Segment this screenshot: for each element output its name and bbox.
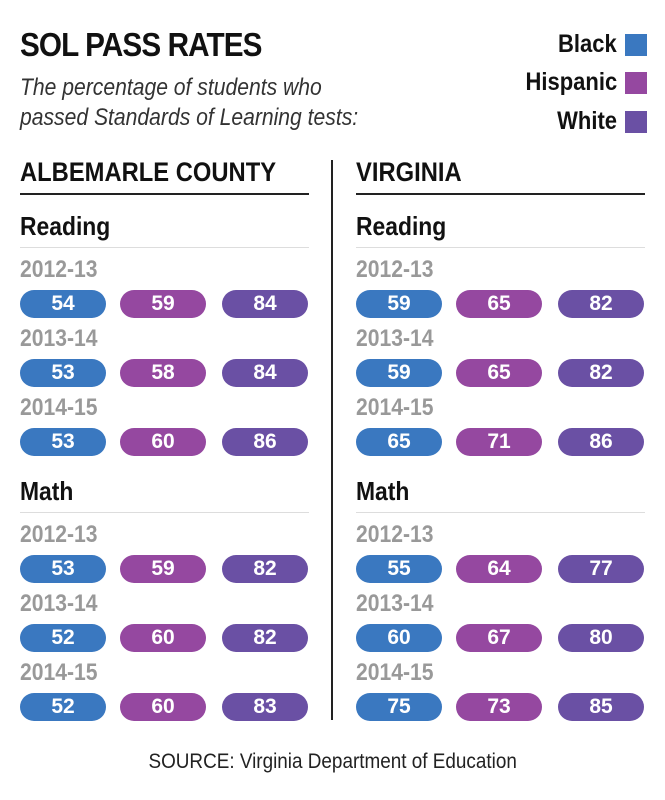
value-pill-black: 55 [356,555,442,583]
chart-title: SOL PASS RATES [20,26,262,63]
legend-swatch-hispanic [625,71,647,94]
subject-heading: Reading [356,211,645,248]
year-label-text: 2012-13 [20,521,98,548]
legend-swatch-white [625,110,647,133]
year-label-text: 2012-13 [356,521,434,548]
value-pill-hispanic: 64 [456,555,542,583]
subject-heading-text: Reading [356,211,447,241]
subtitle-line-2: passed Standards of Learning tests: [20,104,359,131]
legend-label: Hispanic [525,68,617,96]
value-pill-hispanic: 59 [120,290,206,318]
source-text: SOURCE: Virginia Department of Education [148,750,517,773]
year-label-text: 2013-14 [20,590,98,617]
value-pill-black: 60 [356,624,442,652]
value-pill-black: 75 [356,693,442,721]
value-pill-white: 82 [222,555,308,583]
value-pill-black: 52 [20,693,106,721]
subtitle-line-1: The percentage of students who [20,74,322,101]
year-label: 2014-15 [20,659,108,687]
value-pill-white: 86 [222,428,308,456]
legend-item-white: White [549,107,647,136]
source-note: SOURCE: Virginia Department of Education [0,750,665,774]
legend-label: Black [558,30,617,58]
value-pill-hispanic: 60 [120,624,206,652]
value-pill-hispanic: 65 [456,290,542,318]
region-column: ALBEMARLE COUNTY Reading 2012-13 54 59 84 2013… [20,0,309,800]
value-pill-hispanic: 59 [120,555,206,583]
year-label: 2012-13 [20,521,108,549]
year-label-text: 2014-15 [20,659,98,686]
subject-heading-text: Math [20,476,74,506]
legend-item-black: Black [550,30,647,59]
subject-heading-text: Reading [20,211,111,241]
year-label: 2013-14 [20,325,108,353]
year-label: 2013-14 [20,590,108,618]
value-pill-white: 80 [558,624,644,652]
year-label: 2013-14 [356,590,444,618]
value-pill-black: 54 [20,290,106,318]
value-pill-white: 82 [222,624,308,652]
subject-heading-text: Math [356,476,410,506]
region-column: VIRGINIA Reading 2012-13 59 65 82 2013-14 59 65 8… [356,0,645,800]
value-pill-white: 82 [558,290,644,318]
year-label: 2014-15 [356,659,444,687]
value-pill-hispanic: 65 [456,359,542,387]
year-label-text: 2014-15 [20,394,98,421]
value-pill-black: 53 [20,359,106,387]
value-pill-white: 86 [558,428,644,456]
value-pill-white: 83 [222,693,308,721]
column-divider [331,160,333,720]
year-label-text: 2012-13 [20,256,98,283]
value-pill-black: 65 [356,428,442,456]
value-pill-black: 59 [356,359,442,387]
year-label-text: 2014-15 [356,394,434,421]
value-pill-hispanic: 73 [456,693,542,721]
legend-label: White [557,107,617,135]
value-pill-black: 52 [20,624,106,652]
value-pill-black: 53 [20,428,106,456]
year-label: 2014-15 [356,394,444,422]
value-pill-hispanic: 58 [120,359,206,387]
value-pill-white: 84 [222,290,308,318]
value-pill-white: 84 [222,359,308,387]
subject-heading: Math [20,476,309,513]
subject-heading: Reading [20,211,309,248]
value-pill-white: 77 [558,555,644,583]
year-label-text: 2013-14 [20,325,98,352]
region-heading: VIRGINIA [356,157,645,195]
legend-swatch-black [625,33,647,56]
value-pill-hispanic: 60 [120,693,206,721]
value-pill-white: 85 [558,693,644,721]
value-pill-hispanic: 71 [456,428,542,456]
value-pill-white: 82 [558,359,644,387]
region-heading-text: VIRGINIA [356,157,462,187]
year-label: 2013-14 [356,325,444,353]
legend-item-hispanic: Hispanic [513,68,647,97]
year-label: 2014-15 [20,394,108,422]
year-label: 2012-13 [356,521,444,549]
year-label-text: 2014-15 [356,659,434,686]
value-pill-hispanic: 67 [456,624,542,652]
value-pill-black: 53 [20,555,106,583]
region-heading: ALBEMARLE COUNTY [20,157,309,195]
year-label: 2012-13 [20,256,108,284]
region-heading-text: ALBEMARLE COUNTY [20,157,277,187]
value-pill-hispanic: 60 [120,428,206,456]
subject-heading: Math [356,476,645,513]
value-pill-black: 59 [356,290,442,318]
year-label: 2012-13 [356,256,444,284]
year-label-text: 2013-14 [356,590,434,617]
year-label-text: 2012-13 [356,256,434,283]
year-label-text: 2013-14 [356,325,434,352]
